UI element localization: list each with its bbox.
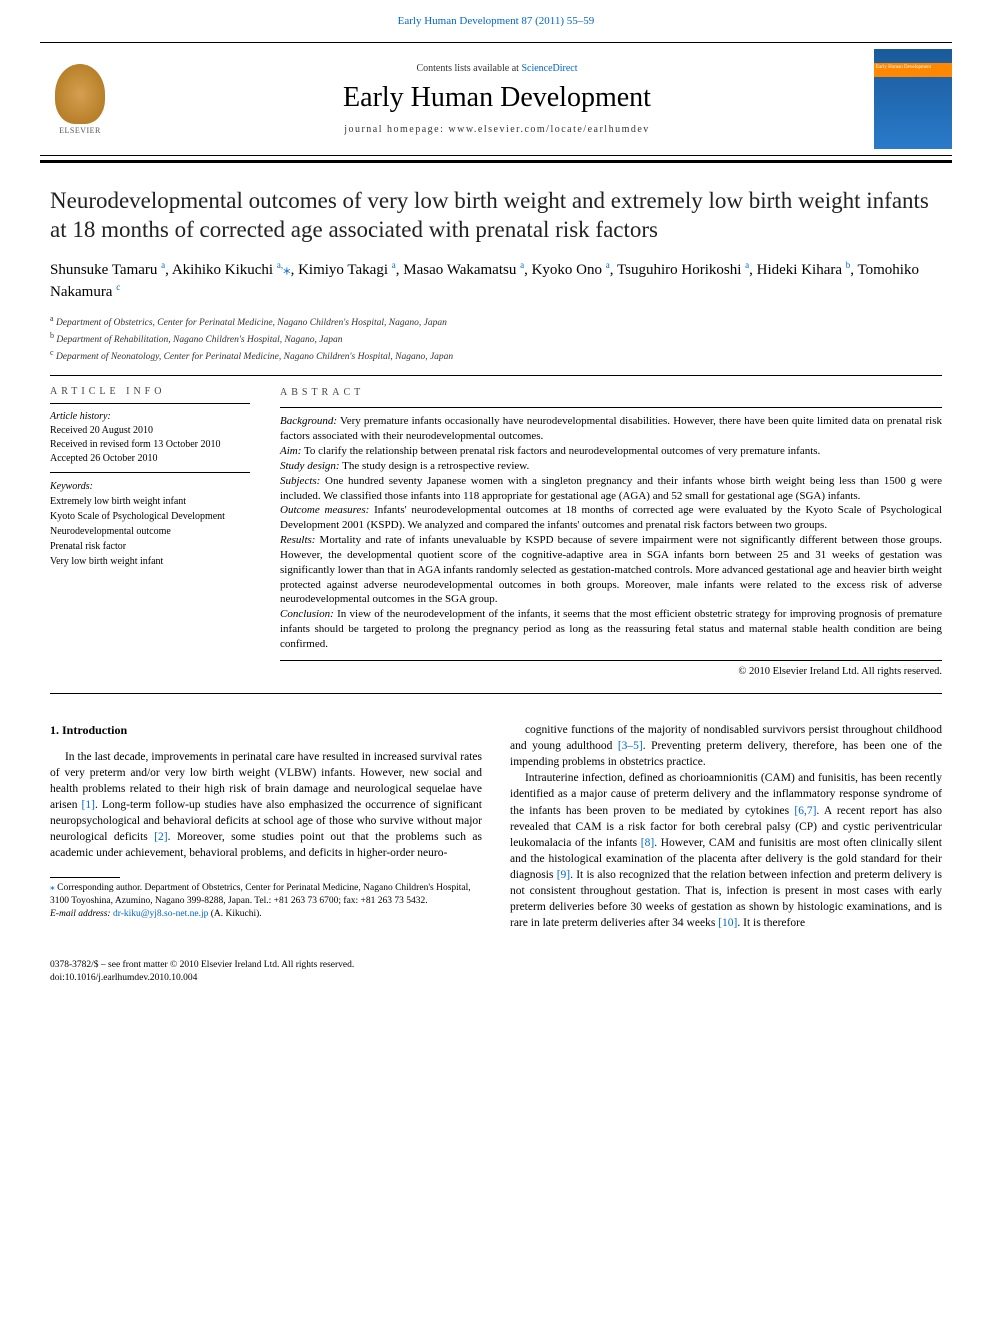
received-date: Received 20 August 2010 (50, 424, 250, 438)
accepted-date: Accepted 26 October 2010 (50, 452, 250, 466)
history-label: Article history: (50, 410, 250, 424)
journal-cover-thumbnail[interactable]: Early Human Development (874, 49, 952, 149)
page-footer: 0378-3782/$ – see front matter © 2010 El… (0, 951, 992, 1004)
body-paragraph: Intrauterine infection, defined as chori… (510, 770, 942, 931)
corr-text: Corresponding author. Department of Obst… (50, 883, 471, 906)
affiliation: a Department of Obstetrics, Center for P… (50, 313, 942, 330)
email-link[interactable]: dr-kiku@yj8.so-net.ne.jp (113, 909, 208, 919)
keyword: Kyoto Scale of Psychological Development (50, 509, 250, 524)
citation-link[interactable]: [9] (557, 869, 570, 881)
citation-link[interactable]: [10] (718, 917, 737, 929)
email-footnote: E-mail address: dr-kiku@yj8.so-net.ne.jp… (50, 908, 482, 921)
keyword: Prenatal risk factor (50, 539, 250, 554)
abstract-heading: ABSTRACT (280, 386, 942, 400)
elsevier-logo[interactable]: ELSEVIER (40, 54, 120, 144)
star-icon: ⁎ (50, 883, 55, 893)
corresponding-author-note: ⁎ Corresponding author. Department of Ob… (50, 882, 482, 908)
section-number: 1. (50, 723, 59, 737)
footnotes: ⁎ Corresponding author. Department of Ob… (50, 882, 482, 920)
body-column-right: cognitive functions of the majority of n… (510, 722, 942, 931)
header-center: Contents lists available at ScienceDirec… (120, 63, 874, 135)
article-info-heading: ARTICLE INFO (50, 386, 250, 397)
abstract-rule (280, 407, 942, 408)
body-paragraph: In the last decade, improvements in peri… (50, 749, 482, 862)
keyword: Very low birth weight infant (50, 554, 250, 569)
footer-line-1: 0378-3782/$ – see front matter © 2010 El… (50, 959, 942, 971)
contents-line: Contents lists available at ScienceDirec… (120, 63, 874, 74)
info-rule (50, 403, 250, 404)
cover-band: Early Human Development (874, 63, 952, 77)
footer-doi: doi:10.1016/j.earlhumdev.2010.10.004 (50, 972, 942, 984)
body-column-left: 1. Introduction In the last decade, impr… (50, 722, 482, 931)
article-body: Neurodevelopmental outcomes of very low … (0, 163, 992, 951)
journal-homepage: journal homepage: www.elsevier.com/locat… (120, 124, 874, 135)
email-person: (A. Kikuchi). (211, 909, 262, 919)
keywords-block: Keywords: Extremely low birth weight inf… (50, 479, 250, 569)
journal-reference-link[interactable]: Early Human Development 87 (2011) 55–59 (398, 15, 595, 27)
body-columns: 1. Introduction In the last decade, impr… (50, 722, 942, 931)
keyword: Extremely low birth weight infant (50, 494, 250, 509)
page-header: Early Human Development 87 (2011) 55–59 (0, 0, 992, 34)
info-abstract-row: ARTICLE INFO Article history: Received 2… (50, 386, 942, 679)
abstract-column: ABSTRACT Background: Very premature infa… (280, 386, 942, 679)
elsevier-label: ELSEVIER (59, 126, 101, 135)
citation-link[interactable]: [6,7] (794, 805, 816, 817)
article-history-block: Article history: Received 20 August 2010… (50, 410, 250, 473)
citation-link[interactable]: [8] (641, 837, 654, 849)
contents-prefix: Contents lists available at (416, 63, 521, 74)
footnote-separator (50, 877, 120, 878)
keywords-label: Keywords: (50, 479, 250, 494)
body-paragraph: cognitive functions of the majority of n… (510, 722, 942, 770)
body-divider (50, 693, 942, 694)
email-label: E-mail address: (50, 909, 111, 919)
revised-date: Received in revised form 13 October 2010 (50, 438, 250, 452)
abstract-text: Background: Very premature infants occas… (280, 414, 942, 661)
affiliations: a Department of Obstetrics, Center for P… (50, 313, 942, 365)
elsevier-tree-icon (55, 64, 105, 124)
article-info-column: ARTICLE INFO Article history: Received 2… (50, 386, 250, 679)
section-divider (50, 375, 942, 376)
affiliation: b Department of Rehabilitation, Nagano C… (50, 330, 942, 347)
affiliation: c Deparment of Neonatology, Center for P… (50, 347, 942, 364)
abstract-copyright: © 2010 Elsevier Ireland Ltd. All rights … (280, 665, 942, 679)
keyword: Neurodevelopmental outcome (50, 524, 250, 539)
section-title: Introduction (62, 723, 127, 737)
citation-link[interactable]: [2] (154, 831, 167, 843)
sciencedirect-link[interactable]: ScienceDirect (521, 63, 577, 74)
journal-header-box: ELSEVIER Contents lists available at Sci… (40, 42, 952, 156)
journal-name: Early Human Development (120, 82, 874, 114)
citation-link[interactable]: [3–5] (618, 740, 643, 752)
citation-link[interactable]: [1] (82, 799, 95, 811)
section-heading: 1. Introduction (50, 722, 482, 739)
article-title: Neurodevelopmental outcomes of very low … (50, 187, 942, 245)
authors-line: Shunsuke Tamaru a, Akihiko Kikuchi a,⁎, … (50, 259, 942, 303)
